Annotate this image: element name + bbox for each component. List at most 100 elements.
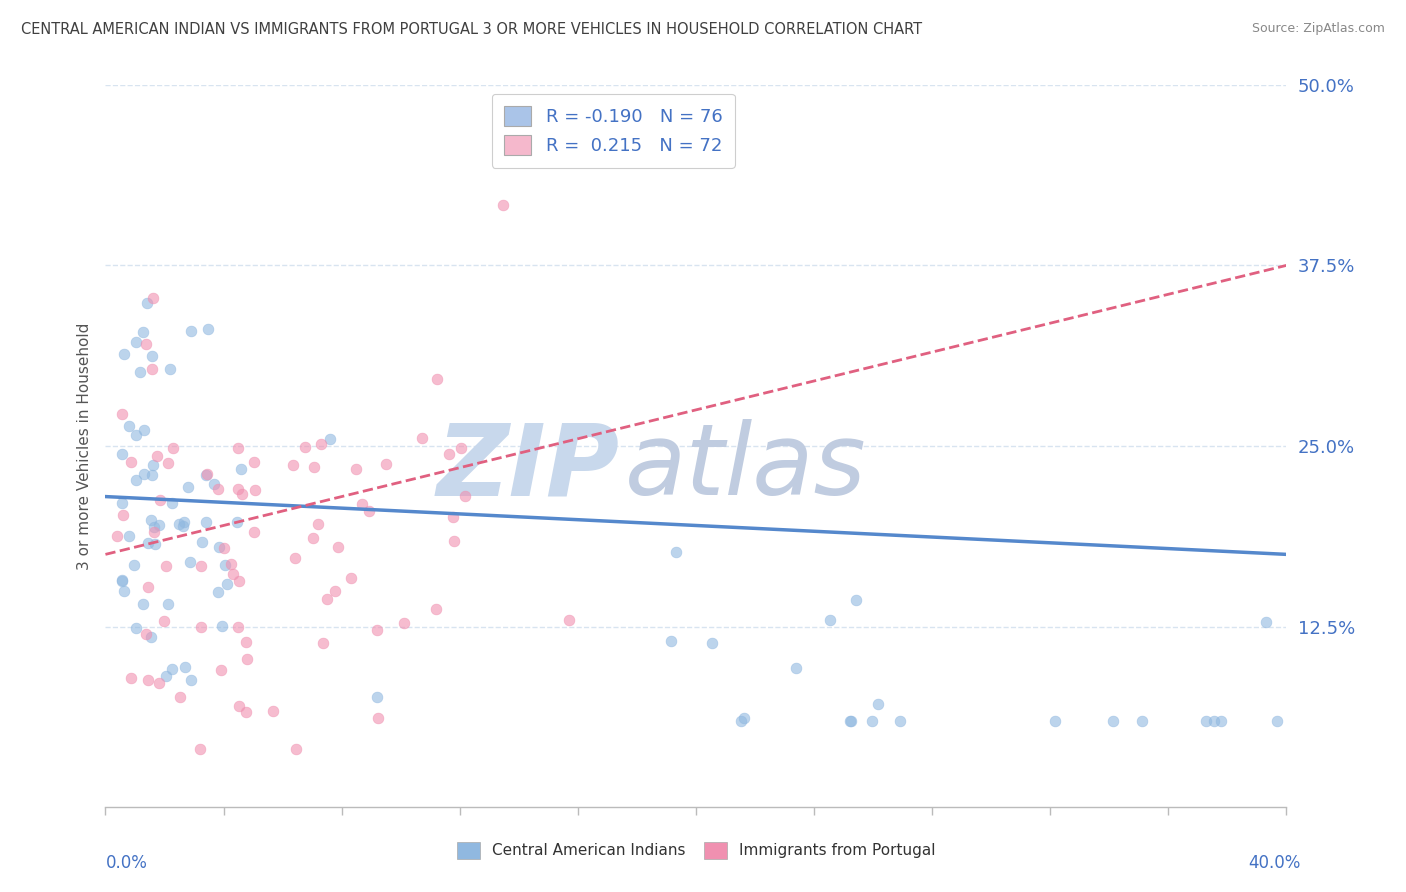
Point [1101, 714, 1123, 728]
Point [141, 467, 163, 482]
Point [665, 545, 688, 559]
Point [111, 573, 134, 587]
Point [209, 663, 232, 677]
Point [208, 540, 231, 554]
Point [311, 636, 333, 650]
Point [149, 493, 172, 508]
Point [845, 593, 868, 607]
Point [214, 541, 236, 555]
Point [294, 440, 316, 454]
Point [111, 496, 134, 510]
Point [326, 540, 349, 554]
Point [125, 428, 148, 442]
Point [375, 458, 398, 472]
Point [167, 516, 190, 531]
Point [111, 447, 134, 461]
Point [226, 620, 249, 634]
Point [111, 574, 134, 588]
Point [160, 662, 183, 676]
Point [207, 482, 229, 496]
Point [194, 468, 217, 483]
Point [441, 509, 464, 524]
Point [125, 621, 148, 635]
Point [281, 458, 304, 472]
Point [838, 714, 860, 728]
Point [180, 673, 202, 687]
Point [454, 489, 477, 503]
Point [132, 597, 155, 611]
Point [225, 516, 247, 530]
Point [148, 676, 170, 690]
Text: 0.0%: 0.0% [105, 855, 148, 872]
Point [153, 614, 176, 628]
Point [195, 467, 218, 482]
Point [135, 337, 157, 351]
Point [839, 714, 862, 728]
Point [319, 433, 342, 447]
Point [309, 437, 332, 451]
Point [190, 559, 212, 574]
Point [733, 711, 755, 725]
Point [889, 714, 911, 728]
Point [235, 705, 257, 719]
Point [118, 418, 141, 433]
Point [138, 673, 160, 688]
Point [139, 513, 162, 527]
Point [124, 473, 146, 487]
Point [155, 558, 177, 573]
Text: Source: ZipAtlas.com: Source: ZipAtlas.com [1251, 22, 1385, 36]
Point [1254, 615, 1277, 629]
Point [1130, 714, 1153, 728]
Point [194, 516, 217, 530]
Point [117, 528, 139, 542]
Point [143, 524, 166, 539]
Point [235, 634, 257, 648]
Point [120, 455, 142, 469]
Point [392, 615, 415, 630]
Point [191, 535, 214, 549]
Point [134, 467, 156, 481]
Point [411, 431, 433, 445]
Point [1204, 714, 1226, 728]
Point [160, 496, 183, 510]
Point [142, 291, 165, 305]
Point [350, 497, 373, 511]
Legend: Central American Indians, Immigrants from Portugal: Central American Indians, Immigrants fro… [450, 836, 942, 864]
Point [366, 623, 388, 637]
Point [141, 350, 163, 364]
Point [142, 458, 165, 473]
Point [1211, 714, 1233, 728]
Point [169, 690, 191, 704]
Point [138, 536, 160, 550]
Point [211, 619, 233, 633]
Point [730, 714, 752, 728]
Point [229, 462, 252, 476]
Point [285, 742, 308, 756]
Point [866, 697, 889, 711]
Point [222, 566, 245, 581]
Point [139, 631, 162, 645]
Point [145, 449, 167, 463]
Point [217, 576, 239, 591]
Point [125, 334, 148, 349]
Point [231, 487, 253, 501]
Point [105, 529, 128, 543]
Point [228, 699, 250, 714]
Point [450, 442, 472, 456]
Point [141, 362, 163, 376]
Point [157, 597, 180, 611]
Point [367, 711, 389, 725]
Point [492, 198, 515, 212]
Point [111, 407, 134, 421]
Point [443, 534, 465, 549]
Text: 40.0%: 40.0% [1249, 855, 1301, 872]
Point [243, 455, 266, 469]
Point [180, 324, 202, 338]
Point [156, 457, 179, 471]
Point [262, 705, 284, 719]
Point [135, 627, 157, 641]
Point [112, 347, 135, 361]
Point [307, 516, 329, 531]
Point [214, 558, 236, 572]
Point [1265, 714, 1288, 728]
